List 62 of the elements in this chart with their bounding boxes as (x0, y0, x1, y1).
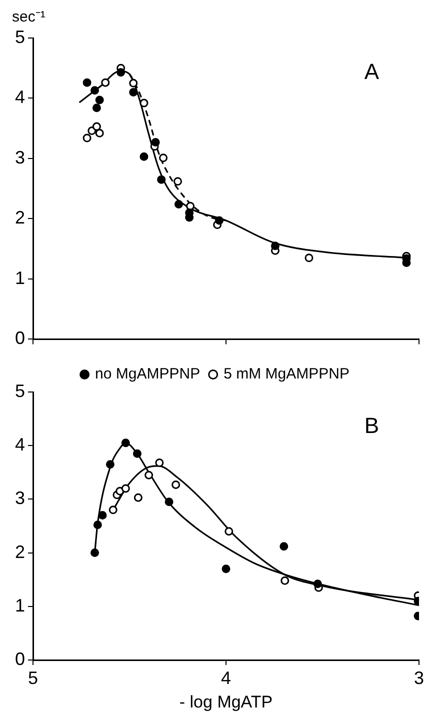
point (98, 511, 107, 520)
y-tick-label: 4 (14, 87, 26, 108)
point (270, 242, 280, 250)
point (108, 506, 118, 514)
point (172, 480, 180, 489)
point (134, 493, 142, 502)
legend-label: 5 mM MgAMPPNP (224, 366, 350, 383)
y-tick-label: 2 (14, 208, 26, 228)
point (82, 134, 92, 142)
point (140, 152, 148, 161)
y-axis-title: sec⁻¹ (12, 8, 46, 26)
y-tick-label: 5 (14, 380, 26, 401)
point (90, 86, 100, 95)
y-tick-label: 4 (14, 434, 26, 455)
point (186, 202, 195, 210)
point (129, 88, 138, 96)
point (313, 580, 322, 588)
point (93, 520, 102, 530)
point (159, 154, 168, 162)
point (82, 78, 92, 87)
point (116, 68, 126, 77)
y-tick-label: 0 (14, 328, 26, 348)
point (106, 460, 114, 469)
point (174, 177, 182, 186)
point (95, 96, 104, 104)
legend-label: no MgAMPPNP (95, 366, 200, 383)
line-series (128, 73, 227, 222)
x-tick-label: 3 (414, 668, 424, 688)
point (92, 104, 101, 112)
point (280, 576, 290, 585)
point (121, 438, 130, 448)
point (132, 449, 142, 458)
y-tick-label: 1 (14, 595, 26, 616)
y-tick-label: 2 (14, 542, 26, 562)
point (155, 458, 164, 467)
y-tick-label: 3 (14, 147, 26, 168)
point (101, 78, 110, 87)
point (224, 527, 234, 536)
point (92, 122, 101, 131)
point (157, 175, 166, 184)
annotation: B (364, 413, 379, 438)
point (174, 200, 183, 209)
point (304, 254, 314, 262)
x-tick-label: 5 (28, 668, 38, 688)
annotation: A (364, 59, 380, 84)
point (222, 564, 230, 574)
point (121, 484, 130, 493)
point (151, 138, 160, 146)
point (164, 498, 174, 506)
y-tick-label: 1 (14, 268, 26, 288)
point (280, 542, 288, 551)
point (140, 98, 148, 108)
point (215, 216, 224, 225)
x-axis-title: - log MgATP (179, 692, 273, 712)
point (144, 470, 154, 480)
y-tick-label: 0 (14, 648, 26, 669)
point (95, 128, 104, 138)
y-tick-label: 5 (14, 26, 26, 47)
y-tick-label: 3 (14, 488, 26, 508)
x-tick-label: 4 (221, 668, 232, 688)
point (90, 548, 100, 558)
point (129, 78, 138, 88)
